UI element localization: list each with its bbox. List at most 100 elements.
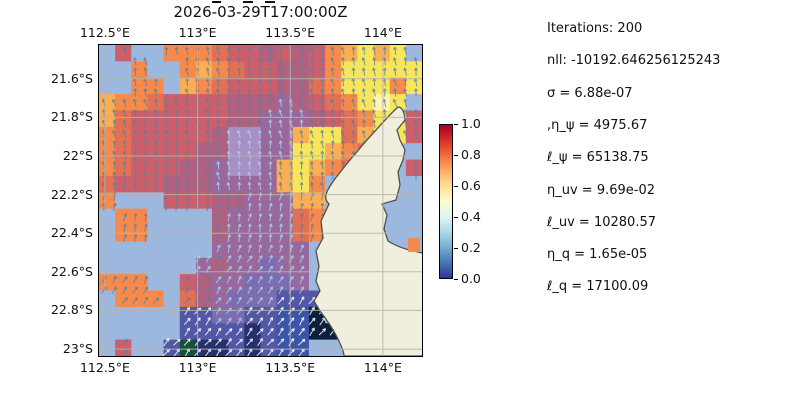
quiver-arrow: [215, 87, 220, 97]
quiver-arrow: [267, 275, 273, 284]
quiver-arrow: [340, 129, 345, 138]
quiver-arrow: [299, 233, 304, 242]
heatmap-cell: [98, 109, 116, 127]
heatmap-cell: [292, 77, 309, 95]
heatmap-cell: [179, 339, 196, 356]
quiver-arrow: [226, 181, 230, 190]
y-tick-label: 21.6°S: [50, 70, 93, 86]
heatmap-cell: [114, 240, 132, 258]
quiver-arrow: [340, 98, 345, 107]
quiver-arrow: [236, 275, 241, 284]
quiver-arrow: [287, 337, 294, 346]
heatmap-cell: [195, 240, 213, 258]
heatmap-cell: [227, 93, 245, 111]
quiver-arrow: [111, 108, 116, 117]
quiver-arrow: [340, 139, 345, 149]
heatmap-cell: [98, 60, 116, 78]
quiver-arrow: [122, 181, 127, 190]
quiver-arrow: [225, 337, 232, 346]
quiver-arrow: [319, 181, 324, 190]
quiver-arrow: [121, 296, 128, 304]
quiver-arrow: [257, 223, 262, 232]
quiver-arrow: [278, 129, 283, 138]
quiver-arrow: [153, 98, 158, 107]
quiver-arrow: [309, 150, 313, 159]
heatmap-cell: [114, 159, 132, 176]
quiver-arrow: [184, 285, 189, 294]
heatmap-cell: [292, 273, 309, 291]
quiver-arrow: [205, 139, 210, 149]
quiver-arrow: [330, 67, 334, 76]
heatmap-cell: [405, 142, 422, 160]
quiver-arrow: [183, 296, 190, 304]
quiver-arrow: [246, 129, 251, 138]
heatmap-cell: [227, 339, 245, 356]
heatmap-cell: [340, 93, 358, 111]
quiver-arrow: [278, 202, 283, 211]
heatmap-cell: [308, 322, 326, 340]
quiver-arrow: [278, 46, 282, 55]
quiver-arrow: [267, 119, 272, 128]
quiver-arrow: [236, 150, 241, 159]
heatmap-cell: [146, 191, 164, 209]
heatmap-cell: [260, 44, 277, 62]
heatmap-cell: [308, 109, 326, 127]
heatmap-cell: [211, 339, 229, 356]
quiver-arrow: [143, 233, 148, 242]
heatmap-cell: [98, 290, 116, 307]
quiver-arrow: [299, 244, 304, 252]
quiver-arrow: [143, 275, 148, 284]
heatmap-cell: [308, 60, 326, 78]
heatmap-cell: [373, 60, 390, 78]
heatmap-cell: [98, 208, 116, 226]
quiver-arrow: [142, 108, 147, 117]
quiver-arrow: [278, 171, 282, 180]
heatmap-cell: [405, 60, 422, 78]
quiver-arrow: [236, 285, 242, 294]
quiver-arrow: [205, 46, 210, 55]
quiver-arrow: [361, 56, 366, 65]
heatmap-cell: [146, 339, 164, 356]
quiver-arrow: [132, 98, 137, 107]
quiver-arrow: [132, 139, 137, 149]
quiver-arrow: [287, 296, 294, 304]
x-tick-label-bottom: 114°E: [363, 360, 402, 375]
quiver-arrow: [143, 119, 147, 128]
quiver-arrow: [132, 160, 137, 169]
heatmap-cell: [146, 44, 164, 62]
y-tick-label: 22.8°S: [50, 302, 93, 318]
quiver-arrow: [205, 108, 209, 117]
heatmap-cell: [130, 339, 148, 356]
quiver-arrow: [330, 56, 334, 65]
heatmap-cell: [146, 306, 164, 324]
quiver-arrow: [174, 129, 178, 138]
heatmap-cell: [243, 109, 261, 127]
quiver-arrow: [132, 67, 137, 76]
heatmap-cell: [130, 257, 148, 275]
quiver-arrow: [330, 98, 335, 107]
quiver-arrow: [309, 202, 314, 211]
heatmap-cell: [163, 208, 180, 226]
title-overline-dash: [243, 1, 253, 3]
heatmap-cell: [211, 142, 229, 160]
quiver-arrow: [152, 296, 159, 304]
heatmap-cell: [146, 60, 164, 78]
quiver-arrow: [413, 87, 418, 97]
heatmap-cell: [405, 126, 422, 144]
quiver-arrow: [163, 150, 168, 159]
quiver-arrow: [257, 129, 262, 138]
quiver-arrow: [256, 337, 263, 346]
quiver-arrow: [299, 46, 303, 55]
heatmap-cell: [179, 306, 196, 324]
quiver-arrow: [371, 98, 376, 107]
quiver-arrow: [268, 223, 273, 232]
heatmap-cell: [243, 208, 261, 226]
heatmap-cell: [227, 290, 245, 307]
x-tick-label-bottom: 112.5°E: [79, 360, 130, 375]
heatmap-cell: [130, 322, 148, 340]
heatmap-cell: [146, 290, 164, 307]
quiver-arrow: [153, 139, 158, 149]
quiver-arrow: [268, 202, 273, 211]
heatmap-cell: [260, 93, 277, 111]
heatmap-cell: [179, 109, 196, 127]
